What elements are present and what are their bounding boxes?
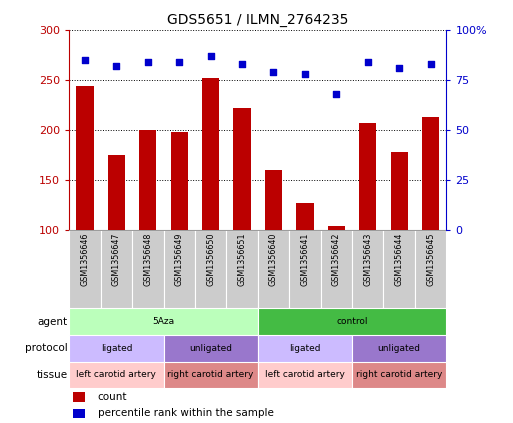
Text: ligated: ligated (101, 344, 132, 353)
Bar (73, 409, 85, 418)
Title: GDS5651 / ILMN_2764235: GDS5651 / ILMN_2764235 (167, 13, 348, 27)
Text: GSM1356643: GSM1356643 (363, 233, 372, 286)
Text: tissue: tissue (37, 370, 68, 380)
Bar (164, 230, 195, 308)
Text: GSM1356649: GSM1356649 (175, 233, 184, 286)
Point (395, 64, 403, 71)
Text: GSM1356646: GSM1356646 (81, 233, 89, 286)
Text: ▶: ▶ (73, 370, 80, 380)
Bar (352, 335, 446, 362)
Text: GSM1356650: GSM1356650 (206, 233, 215, 286)
Bar (233, 108, 251, 230)
Bar (73, 393, 85, 402)
Text: protocol: protocol (25, 343, 68, 353)
Bar (359, 123, 377, 230)
Point (269, 69, 278, 75)
Bar (139, 130, 156, 230)
Text: GSM1356641: GSM1356641 (301, 233, 309, 286)
Bar (108, 155, 125, 230)
Point (207, 52, 215, 59)
Bar (415, 230, 446, 308)
Bar (265, 170, 282, 230)
Point (144, 58, 152, 65)
Point (426, 60, 435, 67)
Bar (69, 308, 258, 335)
Bar (258, 230, 289, 308)
Text: agent: agent (38, 317, 68, 327)
Point (175, 58, 183, 65)
Text: unligated: unligated (378, 344, 421, 353)
Point (112, 62, 121, 69)
Text: count: count (97, 392, 127, 402)
Point (238, 60, 246, 67)
Bar (328, 226, 345, 230)
Bar (76, 86, 93, 230)
Text: left carotid artery: left carotid artery (265, 371, 345, 379)
Point (332, 91, 341, 97)
Bar (101, 230, 132, 308)
Text: ▶: ▶ (73, 343, 80, 353)
Point (301, 70, 309, 77)
Text: right carotid artery: right carotid artery (167, 371, 254, 379)
Text: GSM1356645: GSM1356645 (426, 233, 435, 286)
Bar (171, 132, 188, 230)
Text: GSM1356651: GSM1356651 (238, 233, 247, 286)
Text: ▶: ▶ (73, 317, 80, 327)
Bar (321, 230, 352, 308)
Point (364, 58, 372, 65)
Bar (383, 230, 415, 308)
Text: GSM1356648: GSM1356648 (143, 233, 152, 286)
Bar (195, 230, 226, 308)
Bar (226, 230, 258, 308)
Bar (258, 335, 352, 362)
Text: GSM1356647: GSM1356647 (112, 233, 121, 286)
Bar (69, 362, 164, 388)
Bar (69, 335, 164, 362)
Bar (289, 230, 321, 308)
Text: left carotid artery: left carotid artery (76, 371, 156, 379)
Bar (297, 203, 313, 230)
Text: right carotid artery: right carotid artery (356, 371, 442, 379)
Bar (258, 308, 446, 335)
Bar (390, 152, 408, 230)
Text: GSM1356642: GSM1356642 (332, 233, 341, 286)
Text: percentile rank within the sample: percentile rank within the sample (97, 408, 273, 418)
Bar (352, 230, 383, 308)
Text: 5Aza: 5Aza (152, 317, 174, 326)
Text: ligated: ligated (289, 344, 321, 353)
Bar (69, 230, 101, 308)
Bar (202, 78, 219, 230)
Text: GSM1356644: GSM1356644 (394, 233, 404, 286)
Bar (132, 230, 164, 308)
Bar (352, 362, 446, 388)
Point (81, 56, 89, 63)
Bar (164, 335, 258, 362)
Bar (258, 362, 352, 388)
Text: GSM1356640: GSM1356640 (269, 233, 278, 286)
Text: unligated: unligated (189, 344, 232, 353)
Bar (422, 117, 439, 230)
Bar (164, 362, 258, 388)
Text: control: control (337, 317, 368, 326)
